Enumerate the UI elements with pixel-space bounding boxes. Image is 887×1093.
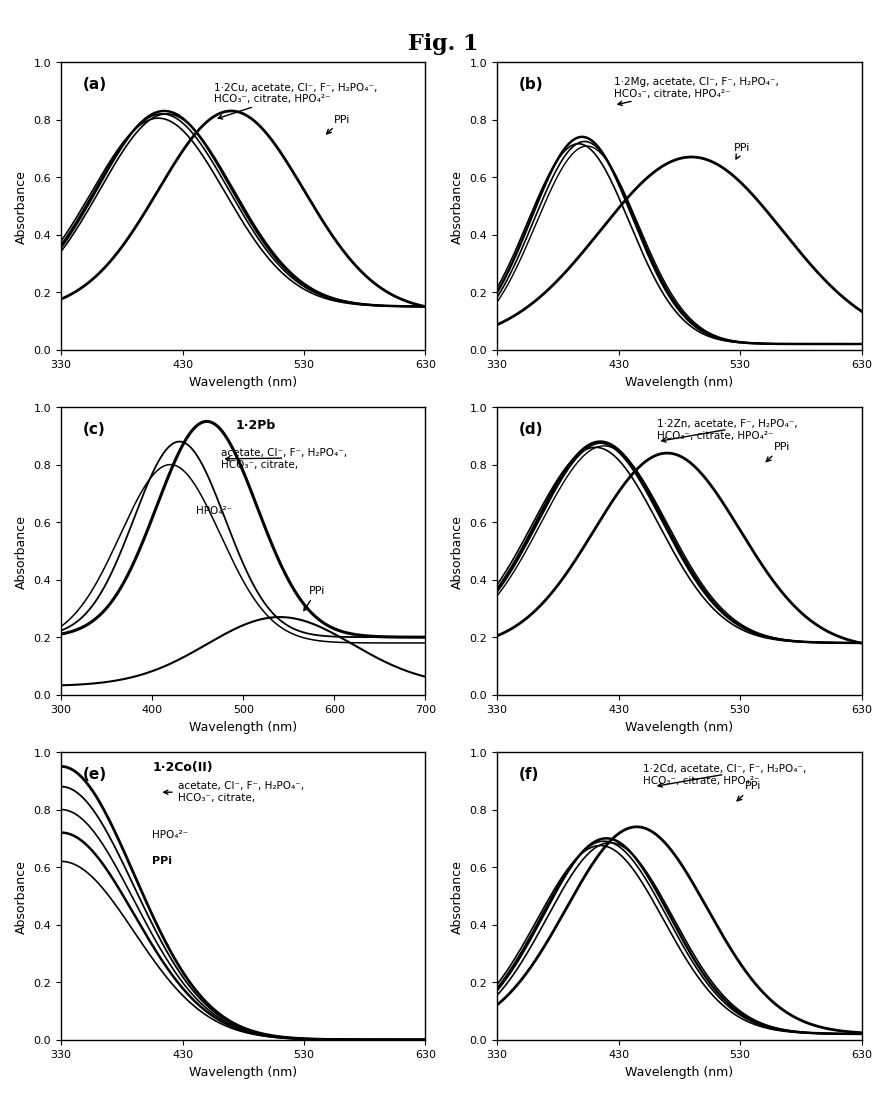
Text: (f): (f) <box>519 766 539 781</box>
Text: (c): (c) <box>82 422 106 437</box>
Y-axis label: Absorbance: Absorbance <box>15 859 28 933</box>
Text: (e): (e) <box>82 766 107 781</box>
Text: PPi: PPi <box>734 143 750 160</box>
Text: 1·2Zn, acetate, F⁻, H₂PO₄⁻,
HCO₃⁻, citrate, HPO₄²⁻: 1·2Zn, acetate, F⁻, H₂PO₄⁻, HCO₃⁻, citra… <box>657 419 798 443</box>
Y-axis label: Absorbance: Absorbance <box>15 169 28 244</box>
Text: 1·2Mg, acetate, Cl⁻, F⁻, H₂PO₄⁻,
HCO₃⁻, citrate, HPO₄²⁻: 1·2Mg, acetate, Cl⁻, F⁻, H₂PO₄⁻, HCO₃⁻, … <box>614 78 779 106</box>
Text: PPi: PPi <box>304 586 326 611</box>
Text: 1·2Pb: 1·2Pb <box>236 419 276 432</box>
X-axis label: Wavelength (nm): Wavelength (nm) <box>625 376 734 388</box>
Text: HPO₄²⁻: HPO₄²⁻ <box>153 830 188 839</box>
Text: PPi: PPi <box>737 781 761 801</box>
Y-axis label: Absorbance: Absorbance <box>451 515 464 588</box>
Text: acetate, Cl⁻, F⁻, H₂PO₄⁻,
HCO₃⁻, citrate,: acetate, Cl⁻, F⁻, H₂PO₄⁻, HCO₃⁻, citrate… <box>222 448 348 469</box>
Text: 1·2Co(II): 1·2Co(II) <box>153 761 213 774</box>
Text: HPO₄²⁻: HPO₄²⁻ <box>196 505 232 515</box>
Text: PPi: PPi <box>766 442 790 462</box>
Text: acetate, Cl⁻, F⁻, H₂PO₄⁻,
HCO₃⁻, citrate,: acetate, Cl⁻, F⁻, H₂PO₄⁻, HCO₃⁻, citrate… <box>164 781 303 802</box>
Text: 1·2Cd, acetate, Cl⁻, F⁻, H₂PO₄⁻,
HCO₃⁻, citrate, HPO₄²⁻: 1·2Cd, acetate, Cl⁻, F⁻, H₂PO₄⁻, HCO₃⁻, … <box>643 764 806 787</box>
Y-axis label: Absorbance: Absorbance <box>451 859 464 933</box>
Text: PPi: PPi <box>153 856 172 866</box>
X-axis label: Wavelength (nm): Wavelength (nm) <box>189 1065 297 1078</box>
Text: PPi: PPi <box>326 115 350 134</box>
X-axis label: Wavelength (nm): Wavelength (nm) <box>625 720 734 733</box>
Text: (a): (a) <box>82 78 107 92</box>
Text: Fig. 1: Fig. 1 <box>408 33 479 55</box>
X-axis label: Wavelength (nm): Wavelength (nm) <box>189 720 297 733</box>
X-axis label: Wavelength (nm): Wavelength (nm) <box>625 1065 734 1078</box>
X-axis label: Wavelength (nm): Wavelength (nm) <box>189 376 297 388</box>
Y-axis label: Absorbance: Absorbance <box>451 169 464 244</box>
Text: (b): (b) <box>519 78 544 92</box>
Text: 1·2Cu, acetate, Cl⁻, F⁻, H₂PO₄⁻,
HCO₃⁻, citrate, HPO₄²⁻: 1·2Cu, acetate, Cl⁻, F⁻, H₂PO₄⁻, HCO₃⁻, … <box>214 83 378 119</box>
Y-axis label: Absorbance: Absorbance <box>15 515 28 588</box>
Text: (d): (d) <box>519 422 544 437</box>
